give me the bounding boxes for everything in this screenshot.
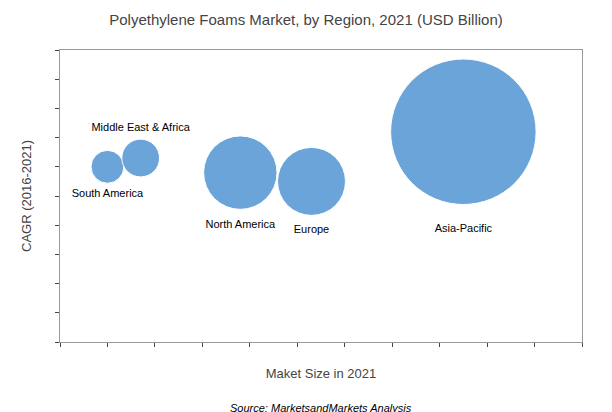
svg-text:Middle East & Africa: Middle East & Africa [91,121,190,133]
svg-text:Asia-Pacific: Asia-Pacific [435,222,493,234]
svg-text:Source: MarketsandMarkets Anal: Source: MarketsandMarkets Analysis [230,402,412,412]
svg-text:Maket Size in 2021: Maket Size in 2021 [266,366,377,381]
svg-text:South America: South America [72,187,144,199]
svg-text:CAGR (2016-2021): CAGR (2016-2021) [19,140,34,252]
svg-text:Polyethylene Foams Market, by: Polyethylene Foams Market, by Region, 20… [109,11,503,28]
svg-text:Europe: Europe [294,223,329,235]
svg-text:North America: North America [205,218,276,230]
